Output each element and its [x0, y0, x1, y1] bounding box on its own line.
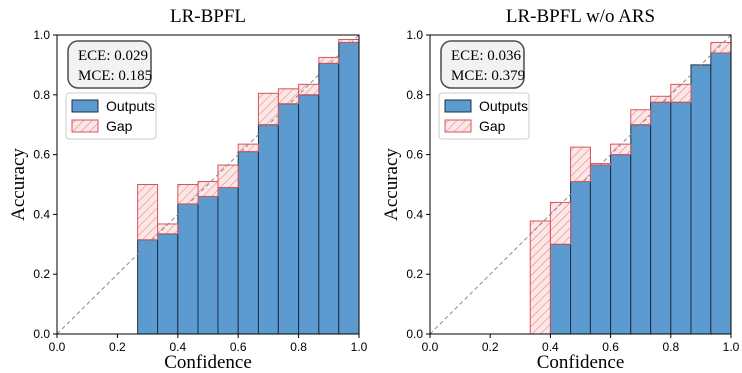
y-tick-label: 0.2: [33, 267, 50, 281]
ece-value: ECE: 0.029: [78, 48, 148, 64]
output-bar-8: [670, 101, 692, 335]
output-bar-5: [217, 186, 239, 335]
gap-bar-8: [277, 88, 300, 105]
output-bar-10: [318, 62, 340, 335]
output-bar-3: [177, 203, 199, 335]
gap-bar-1: [137, 184, 159, 241]
output-bar-4: [589, 164, 612, 335]
perfect-calibration-line: [56, 34, 360, 335]
x-tick-label: 0.6: [230, 340, 247, 354]
output-bar-6: [237, 151, 259, 335]
x-axis-label: Confidence: [537, 352, 625, 373]
x-tick-label: 0.6: [602, 340, 619, 354]
gap-bar-5: [610, 143, 632, 156]
mce-value: MCE: 0.185: [78, 68, 152, 84]
gap-bar-3: [177, 184, 199, 205]
output-bar-9: [690, 64, 712, 335]
y-axis-label: Accuracy: [381, 148, 402, 221]
y-tick-label: 1.0: [33, 28, 50, 42]
y-tick-label: 0.8: [406, 88, 423, 102]
mce-value: MCE: 0.379: [451, 68, 525, 84]
axes-frame: [56, 34, 360, 335]
x-tick-label: 0.4: [169, 340, 186, 354]
output-bar-6: [630, 124, 652, 335]
y-tick-label: 0.8: [33, 88, 50, 102]
x-tick-label: 0.2: [109, 340, 126, 354]
y-axis-label: Accuracy: [8, 148, 29, 221]
y-tick-label: 0.6: [406, 148, 423, 162]
gap-bar-5: [217, 164, 239, 188]
y-tick-label: 1.0: [406, 28, 423, 42]
chart-panel-1: 0.0 0.2 0.4 0.6 0.8 1.0 0.0 0.2 0.4 0.6 0.8 1.0 LR-B…: [8, 6, 368, 373]
ece-value: ECE: 0.036: [451, 48, 521, 64]
x-axis-label: Confidence: [164, 352, 252, 373]
x-tick-label: 0.4: [542, 340, 559, 354]
legend-gap-label: Gap: [106, 118, 133, 134]
legend-outputs-label: Outputs: [106, 98, 155, 114]
output-bar-5: [610, 154, 632, 335]
gap-bar-1: [529, 220, 551, 335]
x-tick-label: 0.2: [482, 340, 499, 354]
gap-bar-4: [197, 181, 219, 197]
gap-bar-7: [650, 95, 672, 103]
y-tick-label: 0.0: [33, 327, 50, 341]
output-bar-9: [298, 94, 320, 335]
x-tick-label: 1.0: [351, 340, 368, 354]
chart-panel-2: 0.0 0.2 0.4 0.6 0.8 1.0 0.0 0.2 0.4 0.6 0.8 1.0 LR-B…: [381, 6, 740, 373]
output-bar-2: [157, 233, 179, 335]
output-bar-11: [338, 41, 360, 335]
legend-outputs-swatch: [71, 99, 99, 113]
output-bar-8: [277, 103, 300, 335]
output-bar-4: [197, 195, 219, 335]
x-tick-label: 0.0: [49, 340, 66, 354]
metrics-box: [440, 40, 525, 89]
output-bar-2: [549, 243, 572, 335]
gap-bar-11: [338, 38, 360, 43]
y-tick-label: 0.0: [406, 327, 423, 341]
gap-bar-2: [157, 223, 179, 235]
x-tick-label: 1.0: [723, 340, 740, 354]
legend-gap-swatch: [71, 119, 99, 133]
y-tick-label: 0.4: [33, 207, 50, 221]
gap-bar-3: [570, 146, 591, 183]
gap-bar-2: [549, 201, 572, 245]
gap-bar-7: [257, 92, 279, 126]
metrics-box: [67, 40, 152, 89]
gap-bar-8: [670, 83, 692, 103]
x-tick-label: 0.8: [662, 340, 679, 354]
legend-outputs-label: Outputs: [479, 98, 528, 114]
y-tick-label: 0.4: [406, 207, 423, 221]
legend-outputs-swatch: [444, 99, 472, 113]
output-bar-7: [650, 101, 672, 335]
y-tick-label: 0.6: [33, 148, 50, 162]
axes-frame: [429, 34, 732, 335]
output-bar-3: [570, 181, 591, 335]
chart-title: LR-BPFL: [170, 6, 246, 27]
x-tick-label: 0.8: [290, 340, 307, 354]
output-bar-7: [257, 124, 279, 335]
gap-bar-9: [298, 83, 320, 96]
output-bar-1: [137, 239, 159, 335]
y-tick-label: 0.2: [406, 267, 423, 281]
chart-title: LR-BPFL w/o ARS: [506, 6, 655, 27]
legend-gap-swatch: [444, 119, 472, 133]
output-bar-10: [710, 52, 732, 335]
perfect-calibration-line: [429, 34, 732, 335]
gap-bar-10: [318, 56, 340, 64]
x-tick-label: 0.0: [422, 340, 439, 354]
legend-gap-label: Gap: [479, 118, 506, 134]
gap-bar-6: [630, 109, 652, 126]
